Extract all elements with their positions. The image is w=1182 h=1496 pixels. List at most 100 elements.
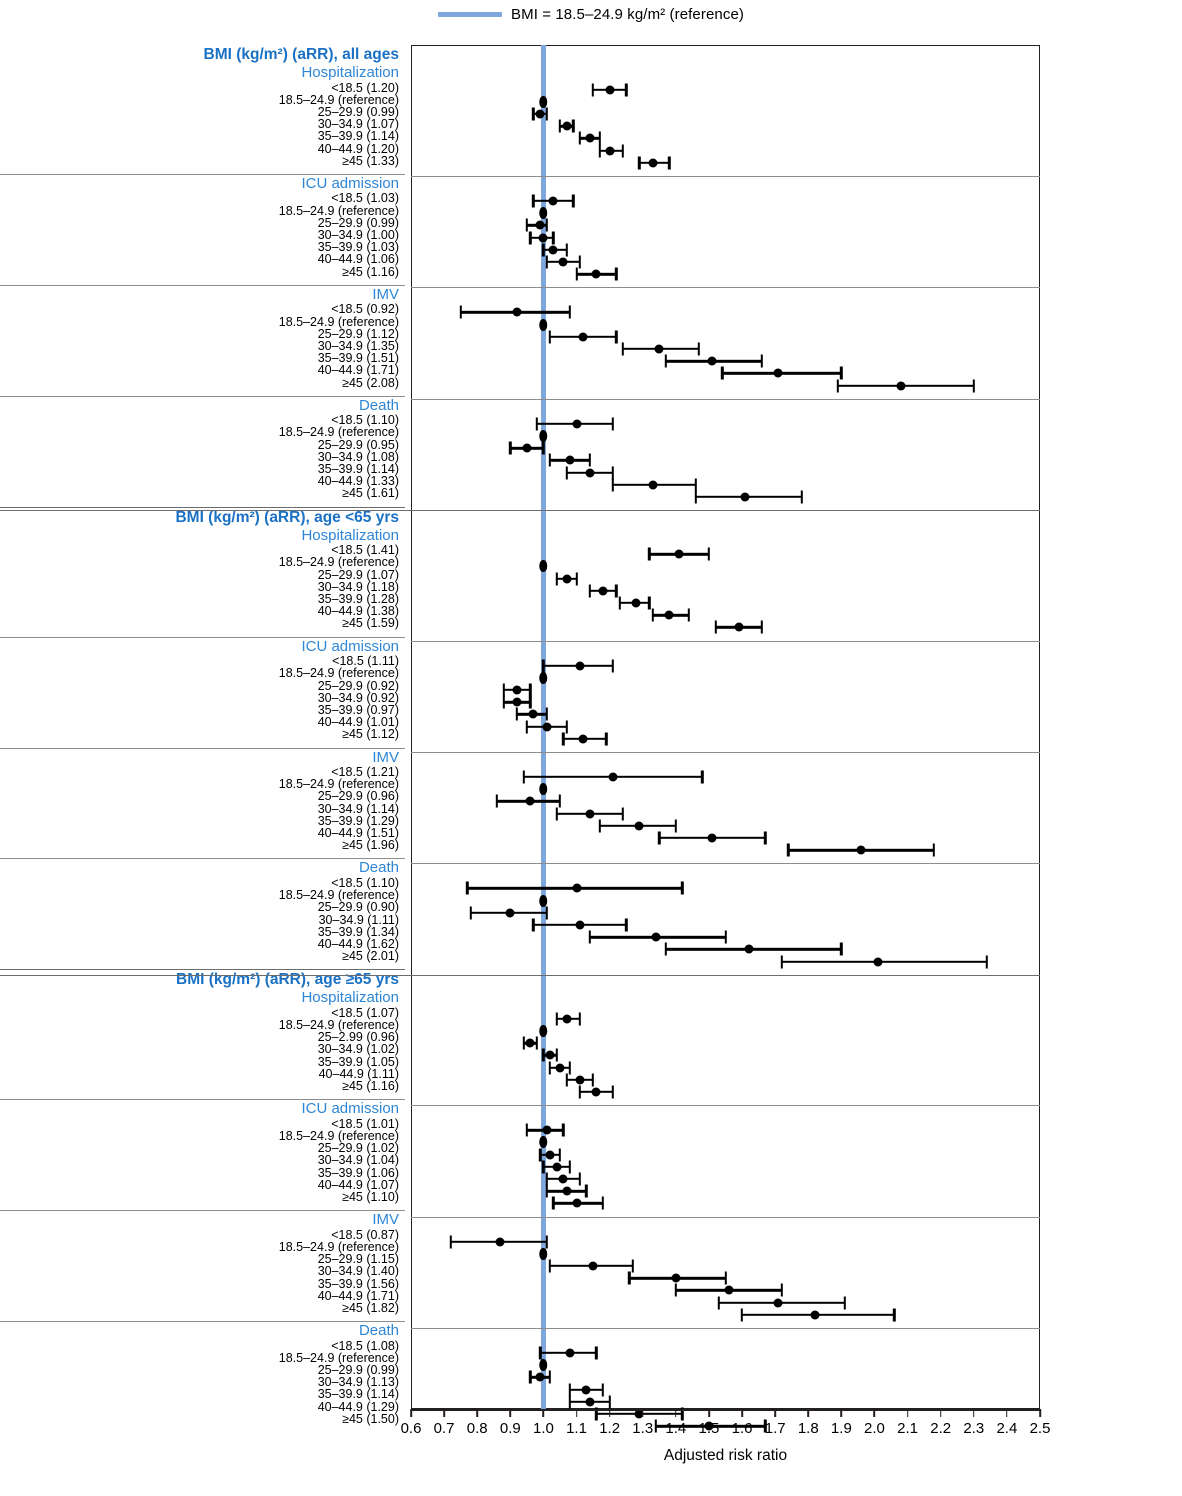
point-estimate-marker (648, 480, 658, 490)
axis-tick (906, 1409, 909, 1417)
ci-end-cap (572, 194, 575, 208)
ci-end-cap (545, 906, 548, 920)
point-estimate-marker (525, 1038, 535, 1048)
confidence-interval (665, 948, 842, 951)
point-estimate-marker (505, 908, 515, 918)
row-label: 30–34.9 (1.14) (317, 801, 399, 816)
row-label: <18.5 (1.10) (331, 413, 399, 428)
point-estimate-marker (555, 1063, 565, 1073)
ci-end-cap (764, 831, 767, 845)
point-estimate-marker (605, 146, 615, 156)
ci-end-cap (588, 584, 591, 598)
axis-tick (476, 1409, 478, 1417)
ci-end-cap (591, 83, 595, 97)
row-label: 40–44.9 (1.06) (317, 252, 399, 267)
row-label: 25–29.9 (0.99) (317, 1363, 399, 1378)
ci-end-cap (578, 131, 582, 145)
point-estimate-marker (664, 610, 674, 620)
row-label: 35–39.9 (1.14) (317, 462, 399, 477)
ci-end-cap (628, 1271, 631, 1285)
ci-end-cap (598, 144, 601, 158)
ci-end-cap (840, 366, 843, 380)
row-label: 18.5–24.9 (reference) (278, 1018, 399, 1033)
ci-end-cap (681, 1407, 684, 1421)
ci-end-cap (664, 354, 668, 368)
axis-tick-label: 0.8 (466, 1420, 488, 1437)
row-label: ≥45 (1.16) (342, 264, 399, 279)
ci-end-cap (528, 695, 532, 709)
row-label: ≥45 (2.01) (342, 949, 399, 964)
row-label: ≥45 (1.59) (342, 616, 399, 631)
row-label: 30–34.9 (1.02) (317, 1042, 399, 1057)
ci-end-cap (638, 156, 641, 170)
ci-end-cap (717, 1296, 721, 1310)
point-estimate-marker (896, 381, 906, 391)
ci-end-cap (724, 930, 727, 944)
ci-end-cap (648, 547, 651, 561)
ci-end-cap (555, 572, 558, 586)
ci-end-cap (621, 807, 625, 821)
ci-end-cap (532, 194, 535, 208)
point-estimate-marker (512, 307, 522, 317)
point-estimate-marker (588, 1261, 598, 1271)
reference-point-marker (539, 1136, 548, 1149)
row-label: 40–44.9 (1.29) (317, 1399, 399, 1414)
axis-tick-label: 1.2 (599, 1420, 621, 1437)
point-estimate-marker (535, 220, 545, 230)
ci-end-cap (674, 819, 678, 833)
row-label: 35–39.9 (1.05) (317, 1054, 399, 1069)
axis-tick (873, 1409, 876, 1417)
axis-tick (774, 1409, 776, 1417)
row-label: 25–2.99 (0.96) (317, 1030, 399, 1045)
ci-end-cap (932, 843, 936, 857)
ci-end-cap (687, 608, 691, 622)
row-label: <18.5 (1.07) (331, 1005, 399, 1020)
ci-end-cap (542, 659, 545, 673)
separator-spacer (0, 506, 405, 508)
ci-end-cap (714, 620, 717, 634)
ci-end-cap (740, 1308, 744, 1322)
row-label: 35–39.9 (1.14) (317, 129, 399, 144)
row-label-column: BMI (kg/m²) (aRR), all ages Hospitalizati… (0, 45, 405, 1425)
ci-end-cap (624, 918, 628, 932)
ci-end-cap (538, 1346, 542, 1360)
row-label: 25–29.9 (0.92) (317, 678, 399, 693)
separator-spacer (0, 636, 405, 638)
ci-end-cap (578, 255, 582, 269)
ci-end-cap (611, 417, 615, 431)
reference-point-marker (539, 207, 548, 220)
ci-end-cap (545, 1172, 548, 1186)
group-header: BMI (kg/m²) (aRR), age <65 yrs (175, 508, 399, 526)
row-label: 18.5–24.9 (reference) (278, 666, 399, 681)
ci-end-cap (601, 1196, 605, 1210)
legend: BMI = 18.5–24.9 kg/m² (reference) (0, 6, 1182, 23)
ci-end-cap (760, 354, 764, 368)
point-estimate-marker (671, 1273, 681, 1283)
axis-tick (807, 1409, 810, 1417)
ci-end-cap (502, 683, 505, 697)
ci-end-cap (611, 466, 615, 480)
ci-end-cap (469, 906, 472, 920)
ci-end-cap (532, 107, 535, 121)
row-label: 25–29.9 (1.02) (317, 1141, 399, 1156)
group-header: BMI (kg/m²) (aRR), all ages (203, 46, 400, 63)
point-estimate-marker (585, 1397, 595, 1407)
outcome-header: Hospitalization (301, 989, 399, 1007)
axis-tick (1039, 1409, 1041, 1417)
ci-end-cap (548, 1259, 552, 1273)
point-estimate-marker (558, 257, 568, 267)
point-estimate-marker (585, 468, 595, 478)
row-label: 35–39.9 (1.03) (317, 240, 399, 255)
ci-end-cap (466, 881, 469, 895)
ci-end-cap (538, 1148, 542, 1162)
outcome-separator (411, 1327, 1040, 1329)
row-label: 18.5–24.9 (reference) (278, 1239, 399, 1254)
point-estimate-marker (810, 1310, 820, 1320)
separator-spacer (0, 1099, 405, 1101)
point-estimate-marker (562, 574, 572, 584)
row-label: 40–44.9 (1.07) (317, 1177, 399, 1192)
ci-end-cap (780, 1283, 783, 1297)
ci-end-cap (664, 942, 668, 956)
ci-end-cap (611, 1085, 615, 1099)
row-label: <18.5 (1.21) (331, 765, 399, 780)
